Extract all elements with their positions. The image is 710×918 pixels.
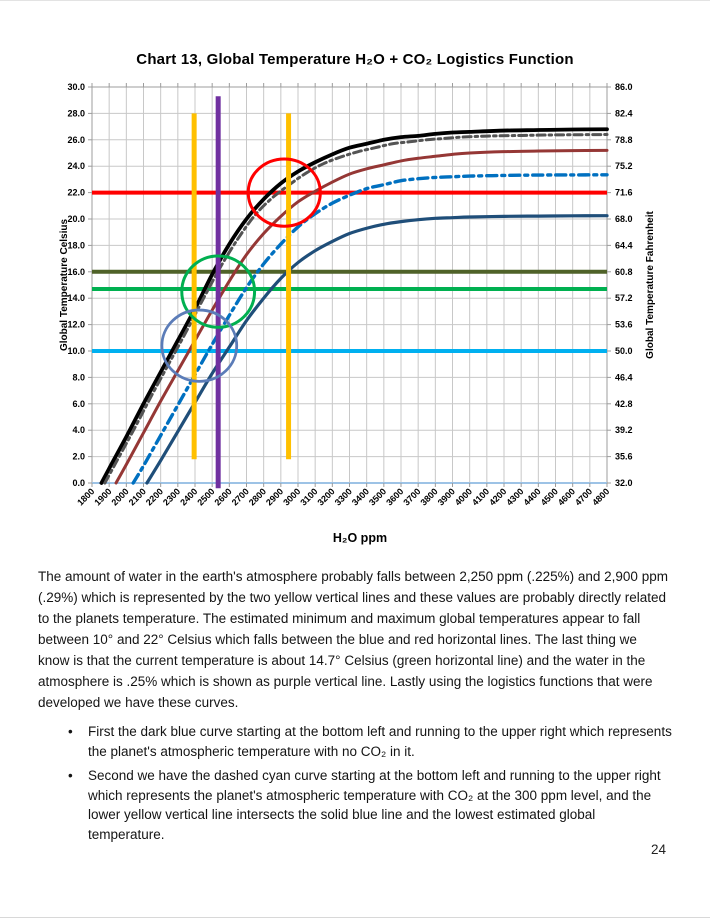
svg-text:4600: 4600: [556, 486, 577, 507]
svg-text:3100: 3100: [298, 486, 319, 507]
svg-text:4400: 4400: [522, 486, 543, 507]
svg-text:3200: 3200: [316, 486, 337, 507]
bullet-list: First the dark blue curve starting at th…: [66, 722, 672, 844]
svg-text:1900: 1900: [92, 486, 113, 507]
y-tick-labels-fahrenheit: 32.0 35.6 39.2 42.8 46.4 50.0 53.6 57.2 60.8 64.4…: [615, 82, 633, 488]
svg-text:24.0: 24.0: [67, 161, 85, 171]
curve-dashed-cyan-CO2-300ppm: [131, 173, 609, 485]
blue-circle: [160, 308, 239, 383]
body-paragraph: The amount of water in the earth's atmos…: [38, 569, 668, 710]
curve-gray-dash-dot: [103, 133, 609, 485]
svg-text:28.0: 28.0: [67, 108, 85, 118]
svg-text:4500: 4500: [539, 486, 560, 507]
svg-text:30.0: 30.0: [67, 82, 85, 92]
svg-text:57.2: 57.2: [615, 293, 633, 303]
svg-text:20.0: 20.0: [67, 214, 85, 224]
svg-text:64.4: 64.4: [615, 240, 633, 250]
chart-plot-area: 1800190020002100220023002400250026002700…: [67, 82, 632, 508]
svg-text:4000: 4000: [453, 486, 474, 507]
y-axis-title-left: Global Temperature Celsius: [59, 219, 70, 352]
svg-text:4700: 4700: [573, 486, 594, 507]
svg-text:86.0: 86.0: [615, 82, 633, 92]
svg-text:2700: 2700: [230, 486, 251, 507]
svg-text:6.0: 6.0: [72, 399, 85, 409]
svg-text:39.2: 39.2: [615, 425, 633, 435]
svg-text:2200: 2200: [144, 486, 165, 507]
curve-dark-blue-no-CO2: [145, 214, 609, 485]
svg-text:75.2: 75.2: [615, 161, 633, 171]
svg-text:1800: 1800: [75, 486, 96, 507]
svg-text:0.0: 0.0: [72, 478, 85, 488]
chart: 1800190020002100220023002400250026002700…: [59, 82, 656, 545]
green-circle: [180, 254, 257, 329]
svg-text:2600: 2600: [213, 486, 234, 507]
svg-text:60.8: 60.8: [615, 267, 633, 277]
svg-text:35.6: 35.6: [615, 452, 633, 462]
red-circle: [246, 157, 322, 228]
svg-text:4200: 4200: [487, 486, 508, 507]
svg-text:53.6: 53.6: [615, 320, 633, 330]
svg-text:3600: 3600: [384, 486, 405, 507]
svg-text:3400: 3400: [350, 486, 371, 507]
y-tick-labels-celsius: 0.0 2.0 4.0 6.0 8.0 10.0 12.0 14.0 16.0 18.0 20.0 2…: [67, 82, 85, 488]
svg-text:14.0: 14.0: [67, 293, 85, 303]
x-axis-title: H₂O ppm: [333, 531, 387, 545]
svg-text:68.0: 68.0: [615, 214, 633, 224]
svg-text:2800: 2800: [247, 486, 268, 507]
page-number: 24: [650, 842, 666, 857]
curve-dark-red-solid: [114, 148, 609, 485]
svg-text:2900: 2900: [264, 486, 285, 507]
svg-text:16.0: 16.0: [67, 267, 85, 277]
body-text: The amount of water in the earth's atmos…: [38, 566, 672, 849]
svg-text:4100: 4100: [470, 486, 491, 507]
svg-text:2400: 2400: [178, 486, 199, 507]
svg-text:32.0: 32.0: [615, 478, 633, 488]
svg-text:3700: 3700: [401, 486, 422, 507]
svg-text:42.8: 42.8: [615, 399, 633, 409]
y-axis-title-right: Global Temperature Fahrenheit: [645, 211, 656, 359]
svg-text:26.0: 26.0: [67, 135, 85, 145]
svg-text:8.0: 8.0: [72, 372, 85, 382]
svg-text:3300: 3300: [333, 486, 354, 507]
x-tick-labels: 1800190020002100220023002400250026002700…: [75, 486, 611, 507]
svg-text:2300: 2300: [161, 486, 182, 507]
svg-text:46.4: 46.4: [615, 372, 633, 382]
svg-text:12.0: 12.0: [67, 320, 85, 330]
svg-text:71.6: 71.6: [615, 188, 633, 198]
axis-ticks: [88, 83, 611, 487]
svg-text:2500: 2500: [195, 486, 216, 507]
svg-text:4.0: 4.0: [72, 425, 85, 435]
chart-title: Chart 13, Global Temperature H₂O + CO₂ L…: [136, 51, 574, 68]
svg-text:4800: 4800: [590, 486, 611, 507]
svg-text:3900: 3900: [436, 486, 457, 507]
svg-text:2.0: 2.0: [72, 452, 85, 462]
svg-text:78.8: 78.8: [615, 135, 633, 145]
svg-text:3800: 3800: [419, 486, 440, 507]
svg-text:82.4: 82.4: [615, 108, 633, 118]
svg-text:2100: 2100: [127, 486, 148, 507]
svg-text:3000: 3000: [281, 486, 302, 507]
svg-text:50.0: 50.0: [615, 346, 633, 356]
svg-text:4300: 4300: [504, 486, 525, 507]
svg-text:22.0: 22.0: [67, 188, 85, 198]
svg-text:3500: 3500: [367, 486, 388, 507]
bullet-item-1: First the dark blue curve starting at th…: [66, 722, 672, 761]
bullet-item-2: Second we have the dashed cyan curve sta…: [66, 766, 672, 844]
svg-text:10.0: 10.0: [67, 346, 85, 356]
svg-text:18.0: 18.0: [67, 240, 85, 250]
svg-text:2000: 2000: [110, 486, 131, 507]
